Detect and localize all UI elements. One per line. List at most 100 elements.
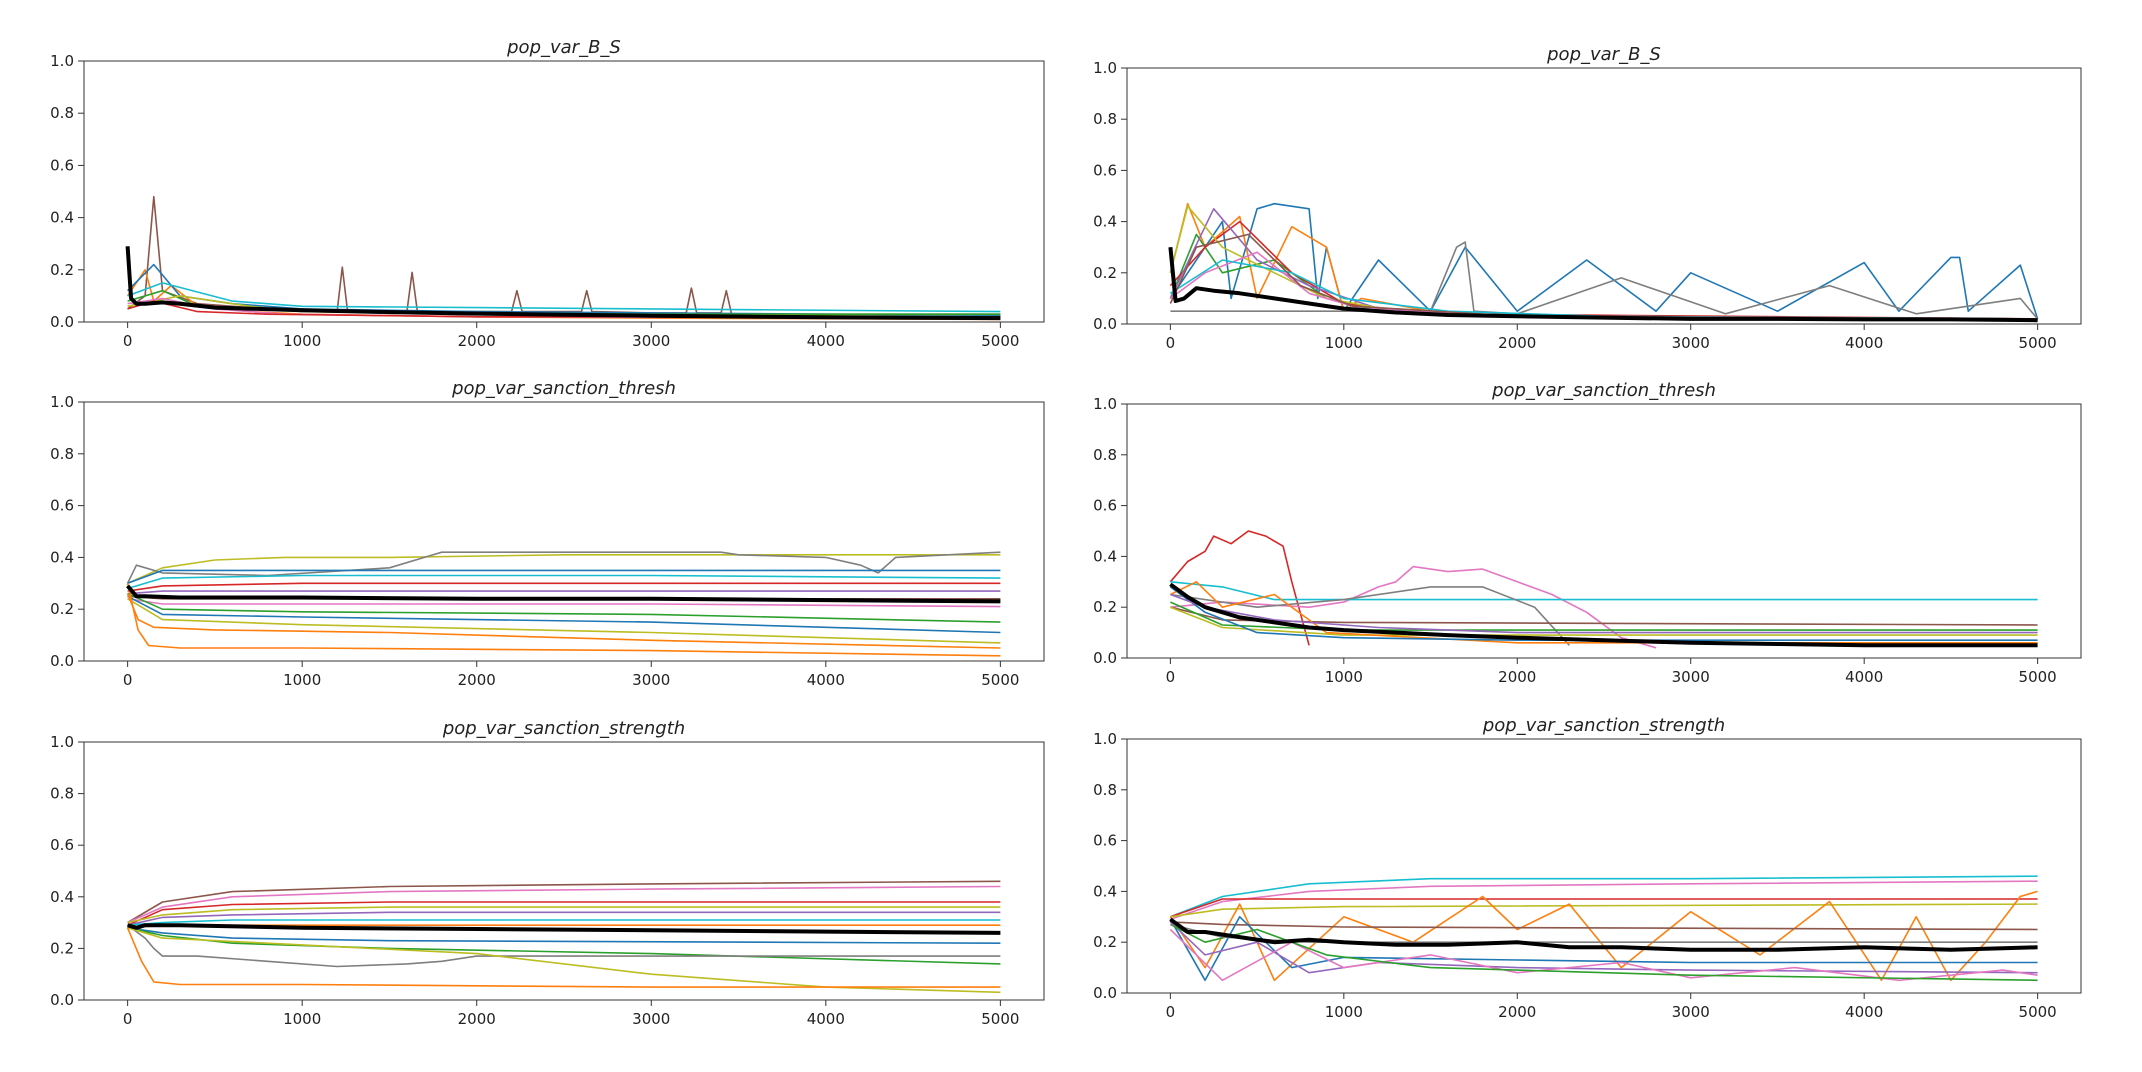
x-tick-label: 5000 bbox=[981, 1010, 1019, 1028]
series-line-run-6 bbox=[1170, 601, 2038, 631]
series-line-run-8 bbox=[127, 927, 1001, 945]
x-tick-label: 4000 bbox=[1845, 668, 1883, 686]
x-tick-label: 3000 bbox=[1672, 334, 1710, 352]
series-line-run-8 bbox=[1170, 580, 2038, 644]
x-tick-label: 4000 bbox=[1845, 334, 1883, 352]
series-line-run-4 bbox=[127, 906, 1001, 924]
y-tick-label: 0.6 bbox=[1093, 497, 1117, 515]
series-line-run-1 bbox=[127, 553, 1001, 585]
series-group bbox=[126, 880, 1001, 994]
x-tick-label: 4000 bbox=[807, 671, 845, 689]
x-tick-label: 2000 bbox=[458, 1010, 496, 1028]
x-tick-label: 2000 bbox=[1498, 1003, 1536, 1021]
y-tick-label: 0.4 bbox=[50, 209, 74, 227]
y-tick-label: 0.2 bbox=[50, 261, 74, 279]
series-line-run-2 bbox=[1170, 565, 1657, 649]
x-tick-label: 1000 bbox=[283, 332, 321, 350]
y-tick-label: 0.2 bbox=[1093, 598, 1117, 616]
x-tick-label: 5000 bbox=[2019, 668, 2057, 686]
series-line-run-3 bbox=[1170, 898, 2038, 918]
y-tick-label: 1.0 bbox=[1093, 395, 1117, 413]
x-tick-label: 0 bbox=[123, 671, 133, 689]
series-line-run-9 bbox=[127, 592, 1001, 623]
series-line-mean bbox=[1169, 917, 2038, 952]
x-tick-label: 3000 bbox=[1672, 668, 1710, 686]
y-tick-label: 0.4 bbox=[1093, 882, 1117, 900]
series-line-run-2 bbox=[126, 551, 1001, 584]
chart-panel-bottom-right: 0 1000 2000 3000 4000 5000 0.0 0.2 0.4 0.6 0.8 1.0 p… bbox=[1093, 715, 2082, 1021]
x-tick-label: 1000 bbox=[1325, 1003, 1363, 1021]
series-line-run-8 bbox=[127, 598, 1001, 608]
x-tick-label: 1000 bbox=[283, 671, 321, 689]
chart-title: pop_var_B_S bbox=[506, 37, 621, 58]
y-tick-label: 0.4 bbox=[1093, 547, 1117, 565]
x-tick-label: 3000 bbox=[632, 671, 670, 689]
x-tick-label: 0 bbox=[1166, 1003, 1176, 1021]
series-line-mean bbox=[127, 923, 1001, 935]
series-line-run-3 bbox=[127, 901, 1001, 926]
x-tick-label: 3000 bbox=[632, 332, 670, 350]
y-tick-label: 0.6 bbox=[50, 836, 74, 854]
x-tick-label: 2000 bbox=[458, 332, 496, 350]
y-tick-label: 0.8 bbox=[1093, 446, 1117, 464]
axes-frame bbox=[1126, 67, 2082, 325]
series-line-run-5 bbox=[127, 282, 1001, 313]
x-tick-label: 0 bbox=[123, 332, 133, 350]
y-tick-label: 0.4 bbox=[1093, 213, 1117, 231]
y-tick-label: 0.6 bbox=[50, 156, 74, 174]
series-line-mean bbox=[1168, 247, 2038, 323]
series-line-run-7 bbox=[1170, 606, 2038, 636]
series-line-run-3 bbox=[1170, 581, 2038, 601]
x-tick-label: 4000 bbox=[807, 332, 845, 350]
x-tick-label: 1000 bbox=[1325, 334, 1363, 352]
y-tick-label: 0.2 bbox=[50, 600, 74, 618]
y-tick-label: 0.4 bbox=[50, 548, 74, 566]
x-tick-label: 0 bbox=[1166, 334, 1176, 352]
series-line-run-6 bbox=[1170, 241, 2039, 320]
y-tick-label: 0.8 bbox=[1093, 110, 1117, 128]
y-tick-label: 0.2 bbox=[1093, 933, 1117, 951]
panels: 0 1000 2000 3000 4000 5000 0.0 0.2 0.4 0.6 0.8 1.0 p… bbox=[50, 37, 2082, 1028]
x-tick-label: 4000 bbox=[1845, 1003, 1883, 1021]
y-tick-label: 0.6 bbox=[50, 497, 74, 515]
chart-panel-top-right: 0 1000 2000 3000 4000 5000 0.0 0.2 0.4 0.6 0.8 1.0 p… bbox=[1093, 44, 2082, 352]
x-tick-label: 2000 bbox=[458, 671, 496, 689]
y-tick-label: 0.8 bbox=[1093, 781, 1117, 799]
y-tick-label: 0.6 bbox=[1093, 161, 1117, 179]
x-tick-label: 5000 bbox=[2019, 1003, 2057, 1021]
y-tick-label: 0.8 bbox=[50, 104, 74, 122]
x-tick-label: 0 bbox=[1166, 668, 1176, 686]
y-tick-label: 0.2 bbox=[1093, 264, 1117, 282]
y-tick-label: 0.2 bbox=[50, 939, 74, 957]
y-tick-label: 0.8 bbox=[50, 445, 74, 463]
series-line-run-5 bbox=[1169, 890, 2038, 982]
series-line-run-2 bbox=[127, 885, 1001, 924]
axes-frame bbox=[1126, 403, 2082, 659]
axes-frame bbox=[83, 60, 1045, 323]
x-tick-label: 3000 bbox=[632, 1010, 670, 1028]
series-line-run-10 bbox=[127, 595, 1001, 634]
chart-title: pop_var_sanction_strength bbox=[442, 718, 685, 739]
x-tick-label: 0 bbox=[123, 1010, 133, 1028]
chart-panel-middle-right: 0 1000 2000 3000 4000 5000 0.0 0.2 0.4 0.6 0.8 1.0 p… bbox=[1093, 380, 2082, 686]
series-group bbox=[126, 551, 1001, 657]
series-line-run-4 bbox=[127, 574, 1001, 590]
y-tick-label: 0.0 bbox=[1093, 649, 1117, 667]
series-group bbox=[125, 195, 1001, 321]
chart-panel-top-left: 0 1000 2000 3000 4000 5000 0.0 0.2 0.4 0.6 0.8 1.0 p… bbox=[50, 37, 1045, 350]
axes-frame bbox=[83, 401, 1045, 662]
series-line-mean bbox=[1169, 582, 2038, 648]
series-line-run-6 bbox=[127, 590, 1001, 595]
series-line-run-5 bbox=[127, 911, 1001, 926]
x-tick-label: 3000 bbox=[1672, 1003, 1710, 1021]
series-line-run-11 bbox=[127, 598, 1001, 644]
y-tick-label: 1.0 bbox=[1093, 730, 1117, 748]
series-line-run-10 bbox=[127, 924, 1001, 968]
x-tick-label: 2000 bbox=[1498, 668, 1536, 686]
axes-frame bbox=[1126, 738, 2082, 994]
x-tick-label: 2000 bbox=[1498, 334, 1536, 352]
series-line-mean bbox=[126, 584, 1001, 604]
chart-panel-bottom-left: 0 1000 2000 3000 4000 5000 0.0 0.2 0.4 0.6 0.8 1.0 p… bbox=[50, 718, 1045, 1028]
x-tick-label: 4000 bbox=[807, 1010, 845, 1028]
